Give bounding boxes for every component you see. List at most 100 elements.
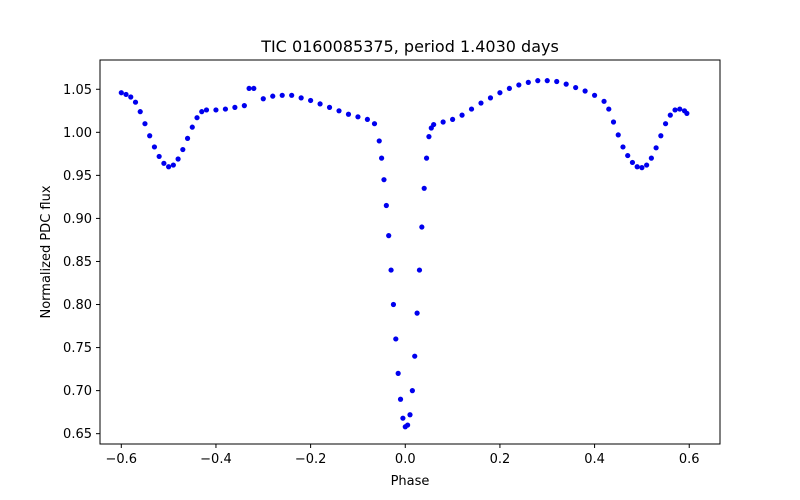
data-point [450, 116, 456, 123]
data-point [582, 88, 588, 94]
y-axis-label: Normalized PDC flux [39, 185, 54, 318]
x-tick-label: −0.4 [200, 452, 232, 467]
data-point [459, 112, 465, 118]
data-point [222, 106, 229, 112]
x-tick-label: 0.6 [679, 452, 700, 467]
data-point [395, 370, 401, 376]
data-point [118, 90, 124, 96]
data-point [279, 92, 285, 98]
data-point [423, 155, 430, 161]
data-point [497, 90, 503, 96]
data-point [132, 99, 139, 105]
data-point [386, 233, 392, 239]
data-point [591, 92, 598, 98]
data-point [648, 155, 654, 161]
plot-frame [99, 59, 721, 445]
data-point [684, 110, 690, 116]
y-tick-label: 0.95 [63, 169, 92, 184]
y-tick-label: 0.70 [63, 384, 92, 399]
data-point [554, 78, 560, 85]
data-point [379, 155, 385, 161]
plot-area [99, 59, 721, 445]
x-tick-label: 0.0 [395, 452, 416, 467]
data-point [166, 164, 172, 170]
plot-background [100, 60, 720, 444]
data-point [364, 116, 370, 123]
data-point [677, 106, 683, 112]
data-point [175, 156, 181, 162]
data-point [251, 85, 257, 92]
x-axis: −0.6 −0.4 −0.2 0.0 0.2 0.4 0.6 [106, 444, 700, 467]
data-point [506, 85, 512, 92]
data-point [189, 124, 195, 130]
data-point [573, 84, 579, 91]
data-point [625, 152, 631, 159]
data-point [629, 159, 636, 166]
data-point [137, 109, 143, 115]
data-point [199, 109, 205, 115]
data-point [658, 133, 664, 139]
data-point [156, 153, 162, 160]
x-tick-label: −0.2 [295, 452, 327, 467]
data-point [672, 107, 678, 113]
data-point [468, 106, 475, 112]
data-point [147, 133, 153, 139]
data-point [355, 114, 361, 120]
data-point [345, 111, 352, 117]
data-point [246, 85, 252, 92]
data-point [606, 106, 612, 112]
data-point [371, 121, 378, 127]
data-point [400, 415, 406, 421]
data-point [662, 121, 669, 127]
y-tick-label: 1.05 [63, 83, 92, 98]
data-point [416, 267, 423, 273]
y-tick-label: 0.65 [63, 427, 92, 442]
data-point [317, 101, 323, 107]
data-point [123, 91, 129, 98]
data-point [289, 92, 295, 98]
data-point [615, 132, 621, 138]
data-point [431, 121, 437, 128]
data-point [194, 115, 200, 121]
data-point [393, 336, 399, 342]
x-axis-label: Phase [391, 474, 430, 489]
data-point [409, 388, 415, 394]
data-point [151, 144, 158, 150]
data-point [525, 79, 531, 85]
data-point [390, 301, 397, 308]
x-tick-label: 0.2 [490, 452, 511, 467]
data-point [405, 422, 411, 428]
data-point [326, 104, 333, 110]
x-tick-label: −0.6 [106, 452, 138, 467]
data-point [241, 103, 247, 109]
data-point [639, 165, 645, 171]
data-point [388, 267, 394, 273]
data-point [426, 134, 432, 140]
data-point [180, 146, 186, 153]
data-point [298, 95, 304, 101]
data-point [203, 107, 210, 113]
data-point [644, 162, 650, 168]
data-point [376, 138, 382, 144]
data-point [535, 78, 541, 84]
data-point [516, 82, 522, 88]
data-point [407, 412, 413, 418]
y-tick-label: 0.90 [63, 212, 92, 227]
data-point [232, 104, 238, 110]
data-point [667, 112, 673, 118]
data-point [653, 145, 659, 151]
data-point [161, 160, 167, 166]
data-point [213, 107, 219, 113]
y-tick-label: 0.85 [63, 255, 92, 270]
y-tick-label: 0.80 [63, 298, 92, 313]
y-tick-label: 0.75 [63, 341, 92, 356]
y-axis: 0.65 0.70 0.75 0.80 0.85 0.90 0.95 1.00 1.05 [63, 83, 100, 442]
data-point [170, 162, 176, 168]
data-point [412, 353, 418, 359]
chart-title: TIC 0160085375, period 1.4030 days [260, 37, 559, 56]
data-point [601, 98, 607, 104]
data-point [381, 177, 387, 183]
data-point [421, 185, 427, 191]
data-point [419, 224, 425, 230]
data-point [336, 108, 342, 114]
